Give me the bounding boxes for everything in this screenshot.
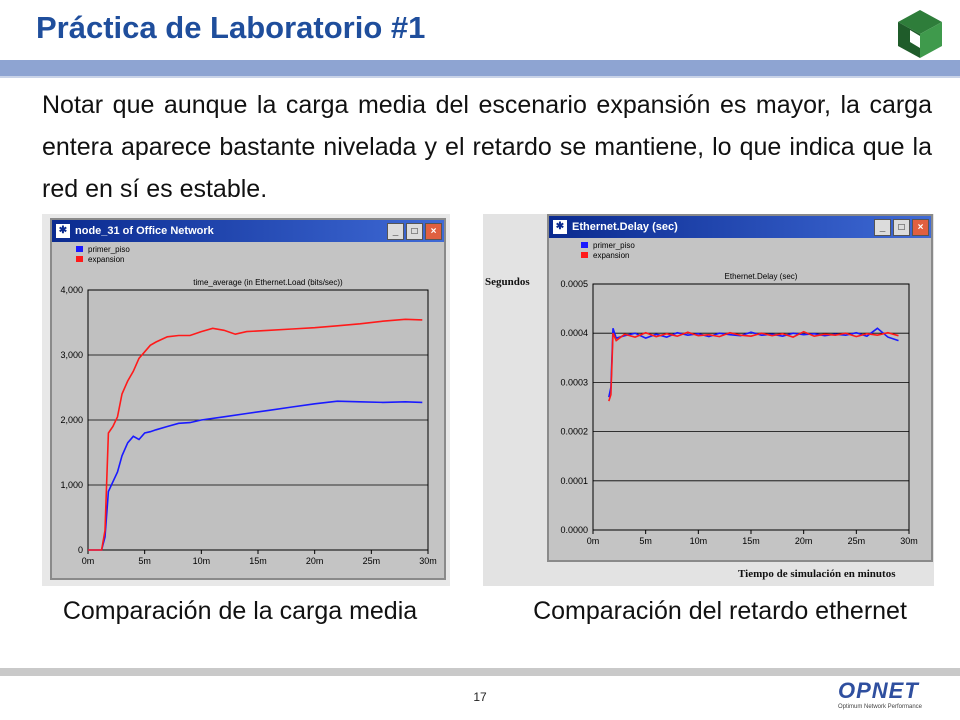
- legend-label: expansion: [593, 251, 629, 260]
- delay-window-titlebar[interactable]: ✱ Ethernet.Delay (sec) _ □ ×: [549, 216, 931, 238]
- y-tick-label: 0.0005: [560, 279, 588, 289]
- caption-right: Comparación del retardo ethernet: [533, 597, 907, 625]
- x-tick-label: 20m: [795, 536, 813, 546]
- caption-left: Comparación de la carga media: [62, 597, 418, 625]
- cube-logo-icon: [898, 10, 942, 58]
- y-tick-label: 4,000: [60, 285, 83, 295]
- minimize-button[interactable]: _: [387, 222, 404, 240]
- x-tick-label: 10m: [193, 556, 211, 566]
- load-window-title: node_31 of Office Network: [75, 225, 214, 237]
- delay-chart: 0.0000 0.0001 0.0002 0.0003 0.0004 0.0005 0m 5m…: [549, 238, 931, 560]
- opnet-logo-text: OPNET: [838, 678, 919, 703]
- legend-label: primer_piso: [593, 241, 635, 250]
- x-tick-label: 30m: [900, 536, 918, 546]
- y-tick-label: 0.0004: [560, 328, 588, 338]
- x-tick-label: 10m: [690, 536, 708, 546]
- series-line-expansion: [608, 330, 899, 402]
- maximize-button[interactable]: □: [893, 218, 910, 236]
- body-paragraph: Notar que aunque la carga media del esce…: [42, 91, 932, 203]
- page-number: 17: [473, 690, 487, 704]
- y-tick-label: 0.0001: [560, 476, 588, 486]
- chart-title: Ethernet.Delay (sec): [725, 272, 798, 281]
- legend-swatch: [76, 256, 83, 262]
- load-chart-window: ✱ node_31 of Office Network _ □ × 0 1,000…: [50, 218, 446, 580]
- load-chart: 0 1,000 2,000 3,000 4,000 0m 5m 10m 15m 20m 25m 30m…: [52, 242, 444, 578]
- x-tick-label: 30m: [419, 556, 437, 566]
- chart-title: time_average (in Ethernet.Load (bits/sec…: [193, 278, 343, 287]
- legend-swatch: [581, 252, 588, 258]
- x-tick-label: 15m: [249, 556, 267, 566]
- x-tick-label: 15m: [742, 536, 760, 546]
- series-line-primer_piso: [88, 400, 423, 551]
- series-line-expansion: [88, 318, 423, 551]
- y-tick-label: 1,000: [60, 480, 83, 490]
- opnet-logo-tagline: Optimum Network Performance: [838, 704, 923, 710]
- window-app-icon: ✱: [56, 224, 70, 238]
- y-tick-label: 0.0002: [560, 427, 588, 437]
- title-divider-shadow: [0, 76, 960, 78]
- slide-title: Práctica de Laboratorio #1: [36, 10, 426, 45]
- x-tick-label: 25m: [363, 556, 381, 566]
- y-tick-label: 2,000: [60, 415, 83, 425]
- x-tick-label: 5m: [639, 536, 652, 546]
- title-divider: [0, 60, 960, 76]
- x-tick-label: 25m: [848, 536, 866, 546]
- legend-swatch: [581, 242, 588, 248]
- footer-divider: [0, 668, 960, 676]
- plot-area: [592, 283, 910, 531]
- legend-swatch: [76, 246, 83, 252]
- y-side-label: Segundos: [485, 276, 530, 288]
- y-tick-label: 0.0000: [560, 525, 588, 535]
- x-tick-label: 5m: [138, 556, 151, 566]
- maximize-button[interactable]: □: [406, 222, 423, 240]
- legend-label: expansion: [88, 255, 124, 264]
- load-window-titlebar[interactable]: ✱ node_31 of Office Network _ □ ×: [52, 220, 444, 242]
- y-tick-label: 0: [78, 545, 83, 555]
- close-button[interactable]: ×: [912, 218, 929, 236]
- x-tick-label: 0m: [82, 556, 95, 566]
- y-tick-label: 0.0003: [560, 377, 588, 387]
- x-side-label: Tiempo de simulación en minutos: [738, 568, 896, 580]
- x-tick-label: 20m: [306, 556, 324, 566]
- delay-window-title: Ethernet.Delay (sec): [572, 221, 678, 233]
- legend-label: primer_piso: [88, 245, 130, 254]
- delay-chart-window: ✱ Ethernet.Delay (sec) _ □ × 0.0000 0.000…: [547, 214, 933, 562]
- opnet-logo: OPNET Optimum Network Performance: [838, 678, 948, 716]
- y-tick-label: 3,000: [60, 350, 83, 360]
- window-app-icon: ✱: [553, 220, 567, 234]
- minimize-button[interactable]: _: [874, 218, 891, 236]
- x-tick-label: 0m: [587, 536, 600, 546]
- close-button[interactable]: ×: [425, 222, 442, 240]
